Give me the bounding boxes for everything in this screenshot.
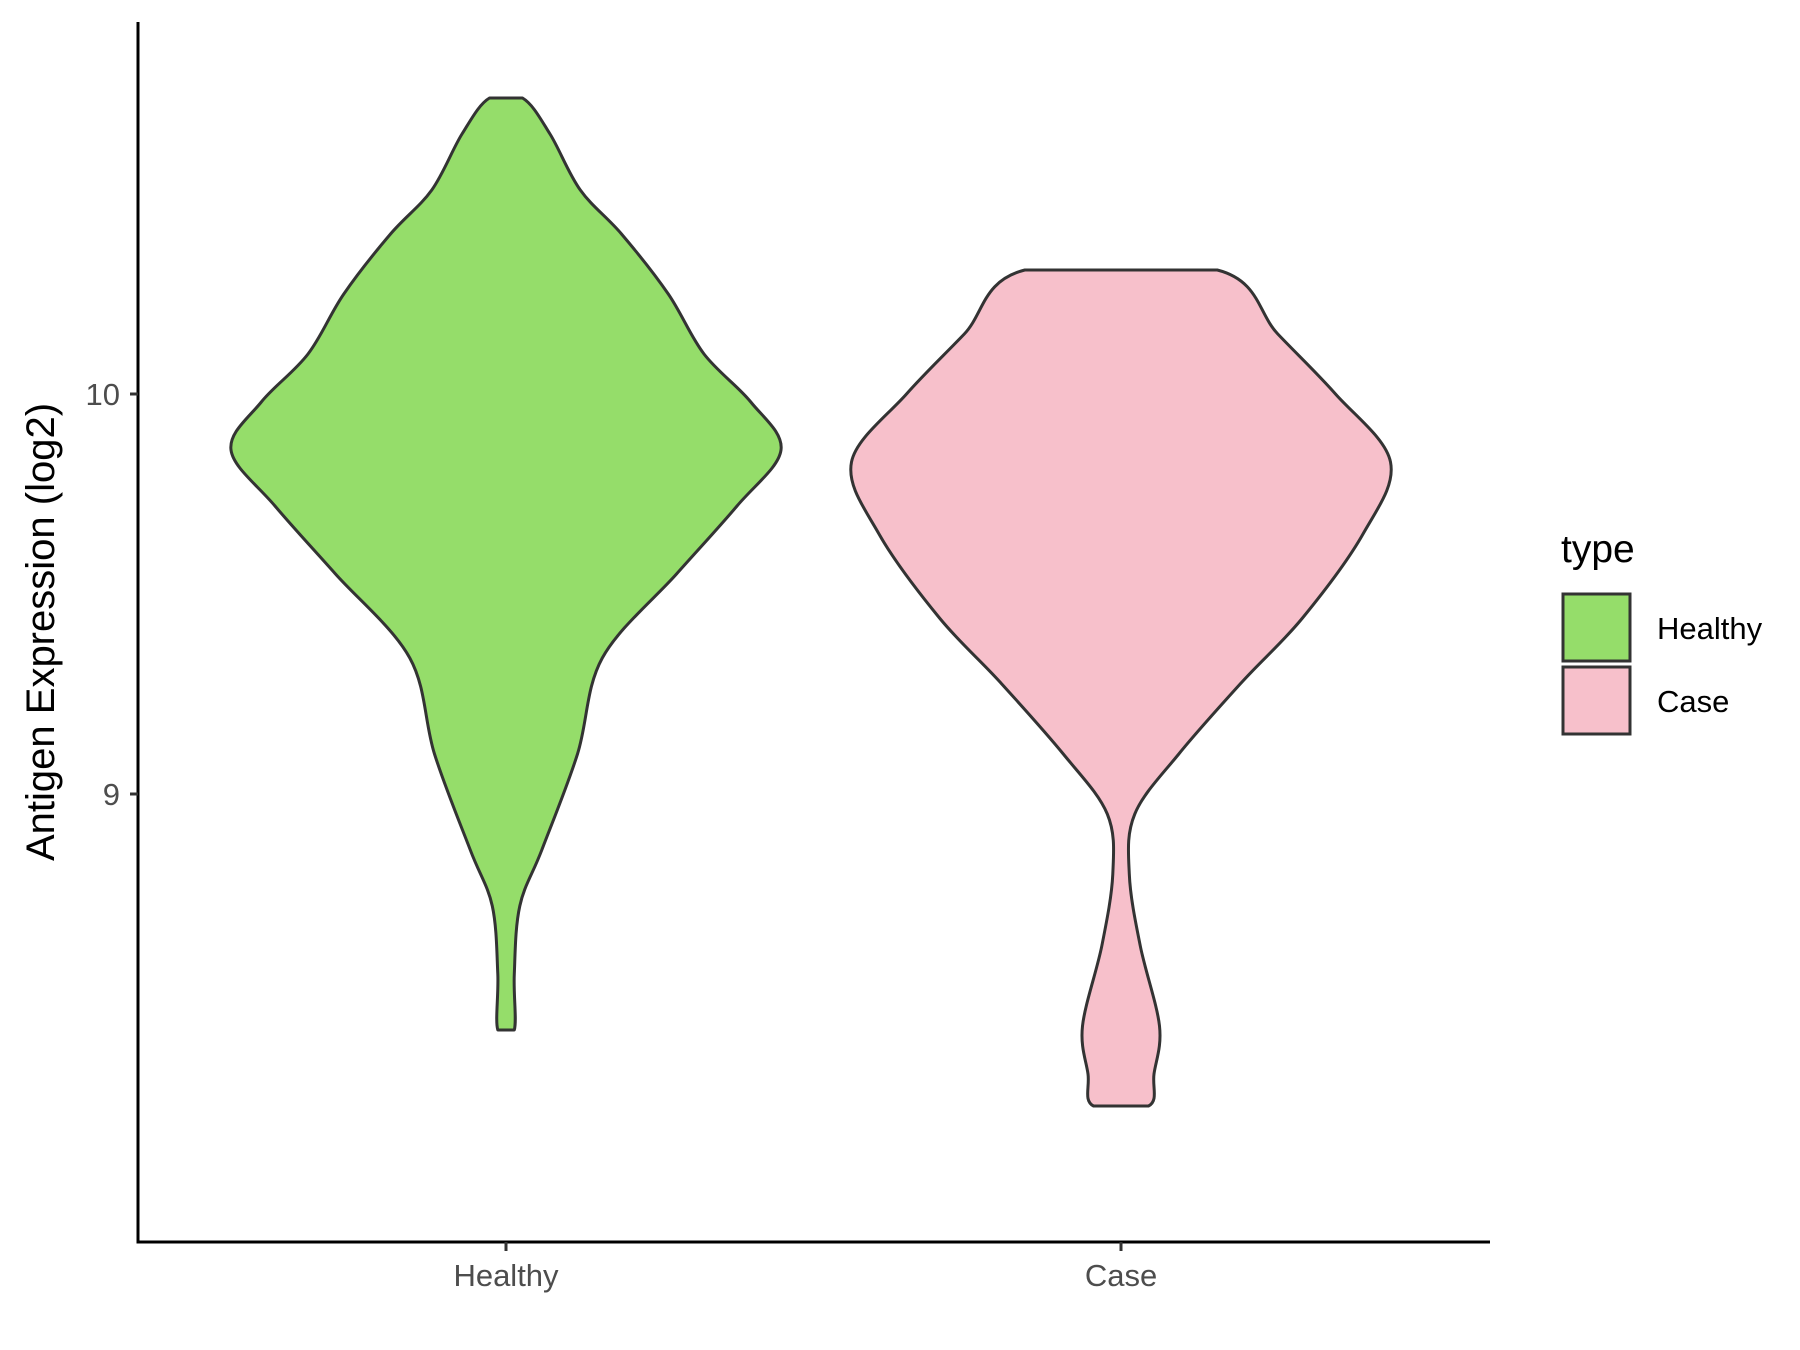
violin-layer — [229, 96, 1393, 1108]
legend-key-healthy — [1561, 592, 1632, 663]
x-ticks: Healthy Case — [453, 1242, 1157, 1293]
y-tick-label: 10 — [86, 377, 120, 412]
x-tick-label: Healthy — [453, 1258, 559, 1293]
violin-healthy — [229, 96, 783, 1032]
legend-key-case — [1561, 665, 1632, 736]
violin-case — [849, 268, 1393, 1108]
y-ticks: 9 10 — [86, 377, 138, 812]
legend-label-case: Case — [1657, 684, 1729, 719]
legend-label-healthy: Healthy — [1657, 611, 1763, 646]
y-tick-label: 9 — [103, 777, 120, 812]
legend-title: type — [1561, 528, 1635, 571]
y-axis-title: Antigen Expression (log2) — [19, 403, 63, 861]
legend: Healthy Case — [1561, 592, 1763, 736]
x-tick-label: Case — [1085, 1258, 1157, 1293]
